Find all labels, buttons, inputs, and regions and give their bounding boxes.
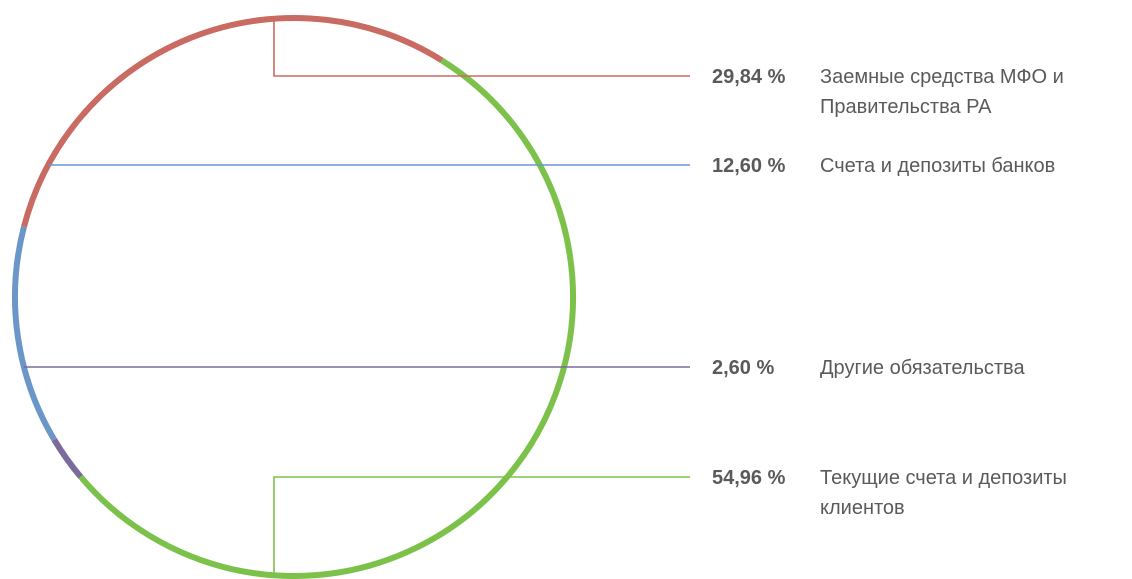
legend-value: 2,60 % <box>712 357 774 379</box>
pie-slice-arc <box>78 57 576 579</box>
legend-value: 12,60 % <box>712 155 786 177</box>
pie-slice-arc <box>21 15 444 228</box>
legend-label: Счета и депозиты банков <box>820 155 1055 177</box>
pie-slice-arc <box>51 438 84 479</box>
legend-value: 29,84 % <box>712 66 786 88</box>
legend-label: Правительства РА <box>820 96 992 118</box>
legend-value: 54,96 % <box>712 467 786 489</box>
pie-slice-arc <box>12 226 57 442</box>
legend-label: Текущие счета и депозиты <box>820 467 1067 489</box>
leader-line <box>273 476 690 576</box>
legend-label: Другие обязательства <box>820 357 1025 379</box>
leader-line <box>273 18 690 77</box>
legend-label: клиентов <box>820 497 905 519</box>
legend-label: Заемные средства МФО и <box>820 66 1064 88</box>
